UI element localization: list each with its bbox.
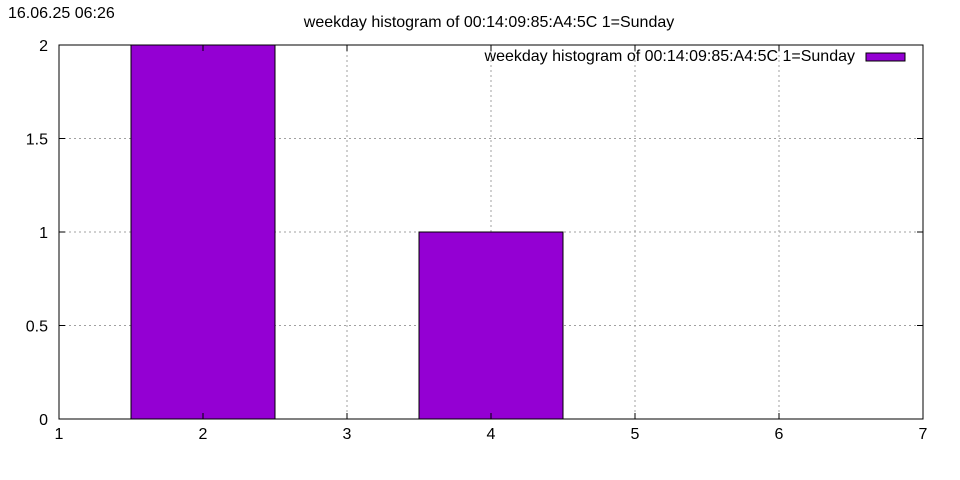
y-tick-label: 1 <box>39 225 48 242</box>
legend: weekday histogram of 00:14:09:85:A4:5C 1… <box>484 48 906 65</box>
y-tick-label: 0.5 <box>26 319 48 336</box>
legend-label: weekday histogram of 00:14:09:85:A4:5C 1… <box>484 48 855 65</box>
histogram-bar <box>130 44 276 420</box>
bars-group <box>130 44 564 420</box>
legend-swatch <box>865 52 906 62</box>
y-tick-label: 1.5 <box>26 132 48 149</box>
timestamp-label: 16.06.25 06:26 <box>8 5 115 22</box>
axis-ticks: 1 2 3 4 5 6 7 0 0.5 1 1.5 2 <box>26 38 928 443</box>
y-tick-label: 2 <box>39 38 48 55</box>
x-tick-label: 5 <box>631 426 640 443</box>
histogram-bar <box>418 231 564 420</box>
x-tick-label: 7 <box>919 426 928 443</box>
x-tick-label: 3 <box>343 426 352 443</box>
x-tick-label: 1 <box>55 426 64 443</box>
x-tick-label: 4 <box>487 426 496 443</box>
y-tick-label: 0 <box>39 412 48 429</box>
x-tick-label: 6 <box>775 426 784 443</box>
x-tick-label: 2 <box>199 426 208 443</box>
chart-title: weekday histogram of 00:14:09:85:A4:5C 1… <box>303 14 674 31</box>
